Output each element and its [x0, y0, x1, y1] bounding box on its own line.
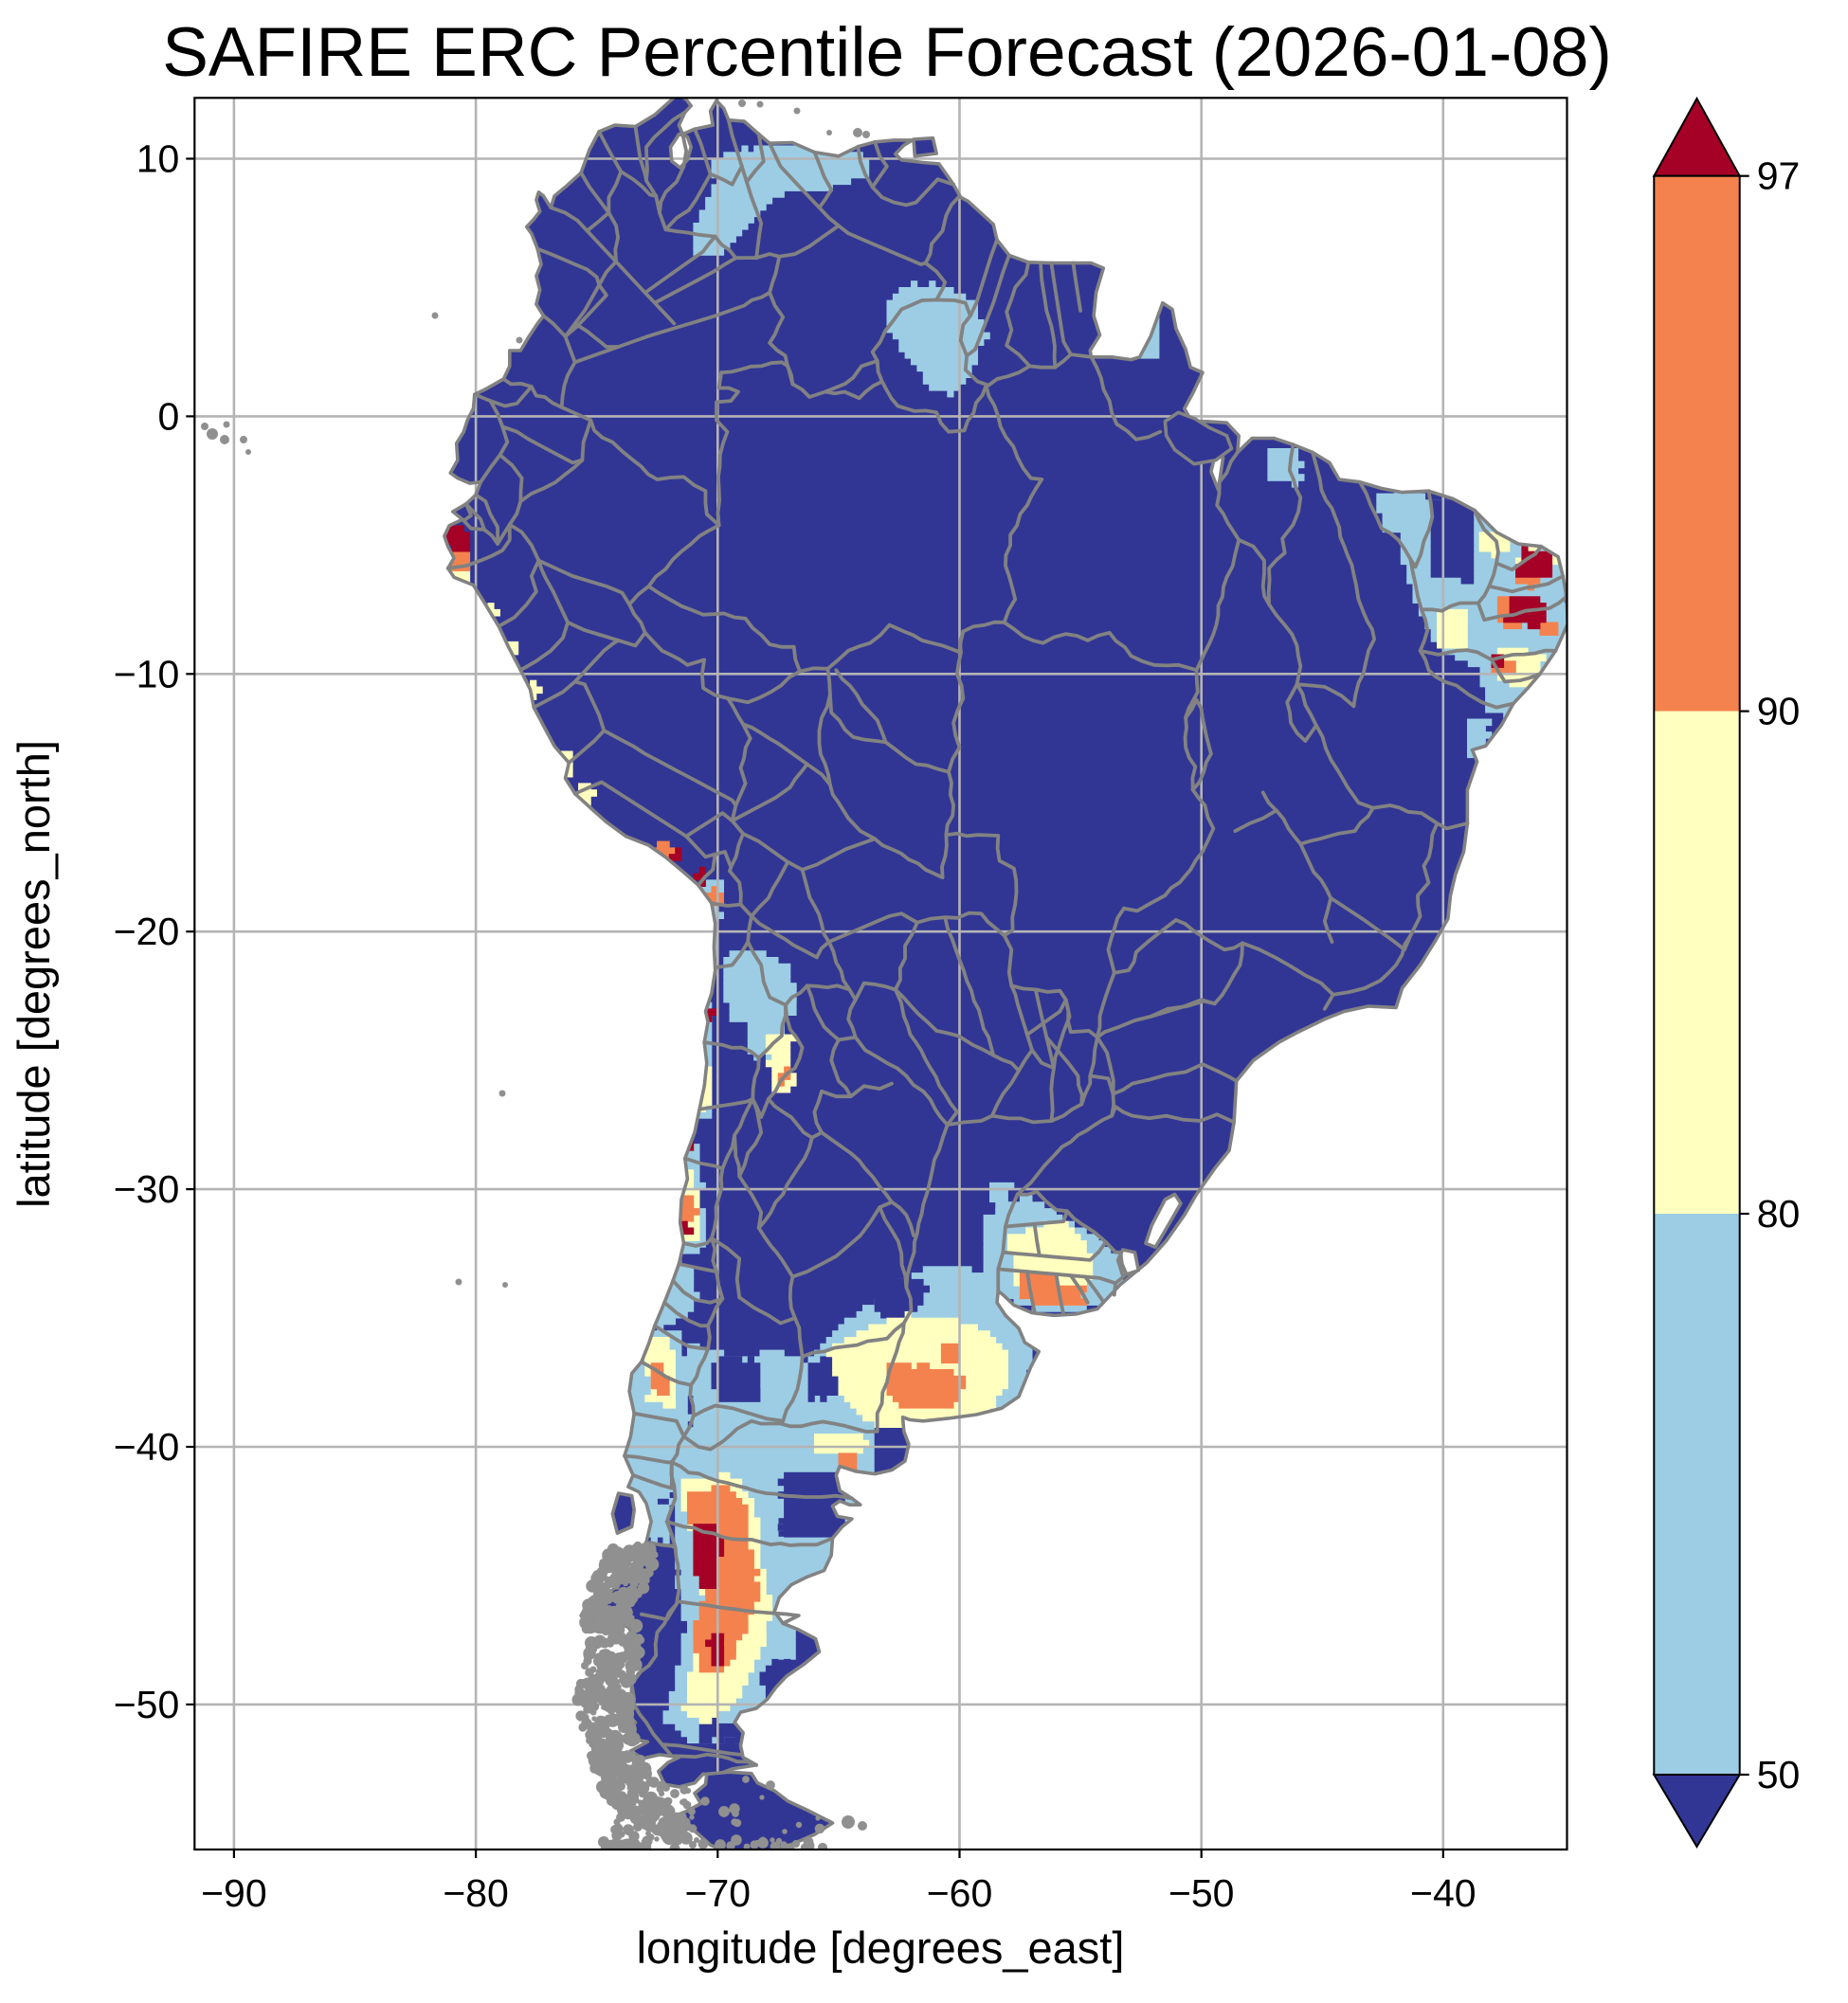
svg-text:−40: −40 [1410, 1871, 1477, 1915]
svg-text:−40: −40 [114, 1425, 180, 1469]
svg-text:longitude [degrees_east]: longitude [degrees_east] [637, 1922, 1125, 1973]
svg-text:−90: −90 [201, 1871, 267, 1915]
svg-text:−30: −30 [114, 1167, 180, 1211]
svg-text:10: 10 [136, 137, 180, 181]
svg-text:−50: −50 [114, 1683, 180, 1726]
svg-text:0: 0 [157, 394, 179, 438]
svg-text:−10: −10 [114, 652, 180, 695]
svg-text:−70: −70 [685, 1871, 752, 1915]
svg-text:90: 90 [1757, 690, 1801, 733]
svg-text:−80: −80 [443, 1871, 509, 1915]
svg-text:latitude [degrees_north]: latitude [degrees_north] [9, 740, 59, 1208]
svg-text:50: 50 [1757, 1753, 1801, 1796]
svg-text:−20: −20 [114, 910, 180, 953]
svg-text:97: 97 [1757, 154, 1801, 198]
svg-text:SAFIRE ERC Percentile Forecast: SAFIRE ERC Percentile Forecast (2026-01-… [162, 14, 1612, 91]
svg-text:−60: −60 [927, 1871, 993, 1915]
svg-text:80: 80 [1757, 1192, 1801, 1236]
svg-text:−50: −50 [1169, 1871, 1235, 1915]
